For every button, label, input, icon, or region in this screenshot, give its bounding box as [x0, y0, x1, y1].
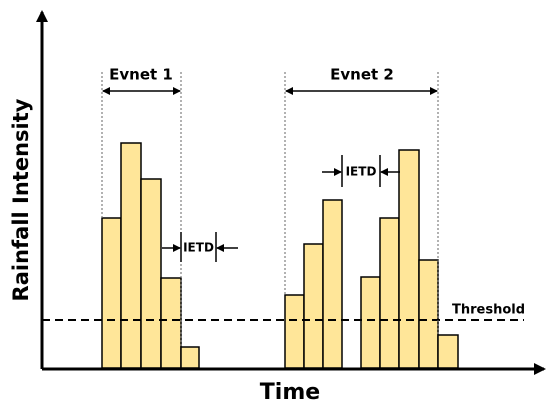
bar [418, 259, 439, 369]
bar [379, 217, 400, 369]
bars [101, 142, 459, 369]
bar [398, 149, 420, 369]
ietd-label: IETD [183, 241, 214, 255]
bar [284, 294, 305, 369]
bar [160, 277, 182, 369]
x-axis-label: Time [260, 380, 320, 405]
bar [303, 243, 324, 369]
y-axis-label: Rainfall Intensity [9, 98, 33, 301]
bar [180, 346, 200, 369]
bar [101, 217, 122, 369]
event-label: Evnet 2 [330, 66, 394, 84]
bar [360, 276, 381, 369]
threshold-label: Threshold [452, 303, 525, 318]
bar [140, 178, 162, 369]
event-label: Evnet 1 [109, 66, 173, 84]
ietd-label: IETD [346, 165, 377, 179]
bar [322, 199, 343, 369]
bar [437, 334, 459, 369]
bar [120, 142, 142, 369]
